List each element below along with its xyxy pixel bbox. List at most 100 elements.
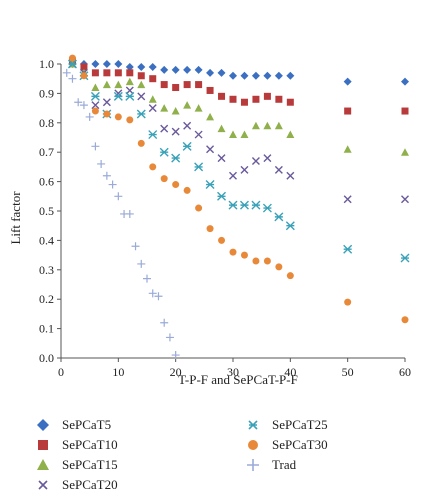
data-point: [137, 259, 146, 268]
data-point: [400, 253, 410, 263]
series-sepcat20: [68, 60, 409, 204]
x-tick-label: 30: [227, 365, 239, 379]
data-point: [183, 121, 192, 130]
data-point: [148, 62, 157, 71]
y-axis-label: Lift factor: [8, 191, 23, 245]
data-point: [229, 248, 237, 256]
legend-label: Trad: [272, 457, 297, 472]
data-point: [171, 107, 180, 115]
data-point: [183, 81, 191, 89]
triangle-marker-icon: [30, 456, 56, 474]
series-sepcat25: [67, 59, 410, 263]
x-tick-label: 60: [399, 365, 411, 379]
legend-item-trad: Trad: [240, 456, 296, 474]
x-tick-label: 50: [342, 365, 354, 379]
data-point: [102, 60, 111, 68]
y-tick-label: 0.5: [39, 204, 54, 218]
data-point: [149, 75, 157, 83]
data-point: [401, 316, 409, 324]
y-tick-label: 0.9: [39, 86, 54, 100]
y-tick-label: 0.8: [39, 116, 54, 130]
data-point: [149, 163, 157, 171]
data-point: [85, 112, 94, 121]
legend-label: SePCaT15: [62, 457, 118, 472]
data-point: [205, 180, 215, 190]
legend-item-sepcat25: SePCaT25: [240, 416, 328, 434]
data-point: [206, 68, 215, 77]
data-point: [159, 147, 169, 157]
x-tick-label: 10: [112, 365, 124, 379]
data-point: [126, 116, 134, 124]
legend-item-sepcat5: SePCaT5: [30, 416, 111, 434]
data-point: [274, 121, 283, 130]
data-point: [114, 192, 123, 201]
data-point: [240, 71, 249, 80]
legend-label: SePCaT5: [62, 417, 112, 432]
data-point: [275, 263, 283, 271]
legend-item-sepcat30: SePCaT30: [240, 436, 328, 454]
data-point: [195, 81, 203, 89]
data-point: [344, 298, 352, 306]
data-point: [217, 154, 226, 163]
x-tick-label: 40: [284, 365, 296, 379]
data-point: [136, 109, 146, 119]
data-point: [62, 68, 71, 77]
data-point: [343, 195, 352, 204]
data-point: [102, 171, 111, 180]
data-point: [125, 62, 134, 71]
data-point: [182, 141, 192, 151]
data-point: [102, 80, 111, 89]
axes: [57, 63, 406, 362]
data-point: [125, 91, 135, 101]
data-point: [252, 95, 260, 103]
data-point: [125, 209, 134, 218]
data-point: [171, 351, 180, 360]
x-tick-label: 20: [170, 365, 182, 379]
data-point: [103, 69, 111, 77]
legend-label: SePCaT30: [272, 437, 328, 452]
data-point: [263, 71, 272, 80]
data-point: [274, 212, 284, 222]
data-point: [137, 72, 145, 80]
scatter-chart: 0 10 20 30 40 50 60 0.0 0.1 0.2 0.3 0.4 0.5 0.6 0.7 0.8…: [8, 54, 411, 387]
data-point: [91, 69, 99, 77]
data-point: [91, 107, 99, 115]
data-point: [228, 200, 238, 210]
data-point: [137, 80, 146, 89]
data-point: [229, 171, 237, 180]
data-point: [183, 186, 191, 194]
data-point: [91, 101, 100, 110]
data-point: [80, 72, 88, 80]
data-point: [286, 171, 295, 180]
data-point: [113, 91, 123, 101]
data-point: [137, 62, 146, 71]
data-point: [194, 104, 203, 112]
data-point: [263, 257, 271, 265]
series-trad: [62, 68, 180, 360]
data-point: [275, 95, 283, 103]
data-point: [137, 92, 146, 101]
data-point: [401, 107, 409, 115]
data-point: [206, 145, 215, 154]
data-point: [274, 71, 283, 80]
data-point: [160, 124, 169, 133]
data-point: [114, 80, 123, 89]
data-point: [286, 98, 294, 106]
data-point: [90, 91, 100, 101]
series-sepcat30: [68, 54, 409, 324]
data-point: [218, 236, 226, 244]
legend-item-sepcat15: SePCaT15: [30, 456, 118, 474]
data-point: [194, 65, 203, 74]
data-point: [68, 74, 77, 83]
data-point: [274, 165, 283, 174]
data-point: [172, 84, 180, 92]
y-tick-label: 0.4: [39, 233, 54, 247]
data-point: [229, 71, 237, 80]
data-point: [229, 130, 237, 139]
y-tick-label: 0.3: [39, 263, 54, 277]
data-point: [286, 130, 295, 139]
data-point: [102, 98, 111, 107]
data-point: [91, 83, 100, 92]
data-point: [285, 221, 295, 231]
data-point: [183, 101, 192, 109]
